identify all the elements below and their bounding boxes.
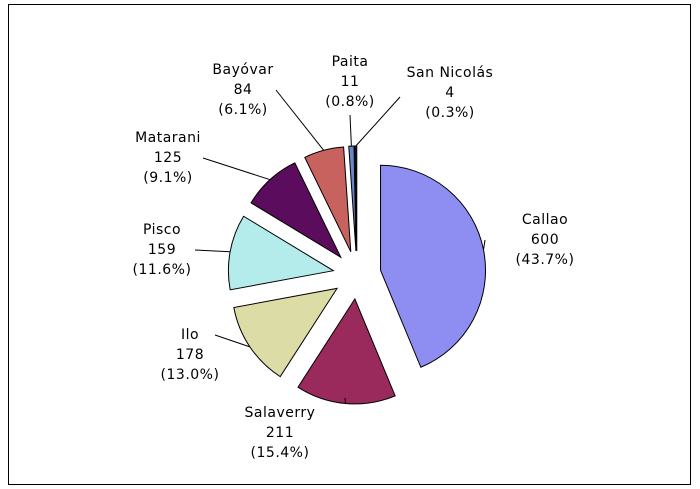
slice-value: 159 [148,242,176,258]
slice-name: San Nicolás [407,65,494,81]
pie-slice [227,215,335,291]
slice-value: 211 [266,425,294,441]
pie-slice [354,145,358,252]
slice-percent: (0.3%) [425,105,475,121]
pie-slice [297,297,396,405]
slice-name: Ilo [181,327,199,343]
slice-value: 600 [531,232,559,248]
slice-percent: (9.1%) [143,170,193,186]
slice-name: Pisco [143,222,181,238]
slice-name: Salaverry [245,405,316,421]
pie-slice [250,162,343,259]
leader-line [483,239,486,250]
leader-line [349,114,352,147]
leader-line [202,157,271,181]
pie-slice [304,146,352,253]
slice-name: Matarani [135,130,201,146]
slice-percent: (13.0%) [161,367,220,383]
leader-line [275,89,325,151]
slice-percent: (6.1%) [218,102,268,118]
slice-value: 125 [154,150,182,166]
slice-percent: (43.7%) [516,252,575,268]
leader-line [194,249,231,253]
pie-slice [233,287,339,378]
leader-line [355,96,401,147]
slice-value: 4 [445,85,454,101]
slice-name: Bayóvar [212,62,273,78]
slice-value: 178 [176,347,204,363]
slice-percent: (15.4%) [251,445,310,461]
slice-value: 11 [341,74,360,90]
slice-value: 84 [234,82,253,98]
slice-percent: (11.6%) [133,262,192,278]
leader-line [214,334,251,348]
slice-name: Paita [332,54,369,70]
slice-name: Callao [522,212,568,228]
slice-percent: (0.8%) [325,94,375,110]
